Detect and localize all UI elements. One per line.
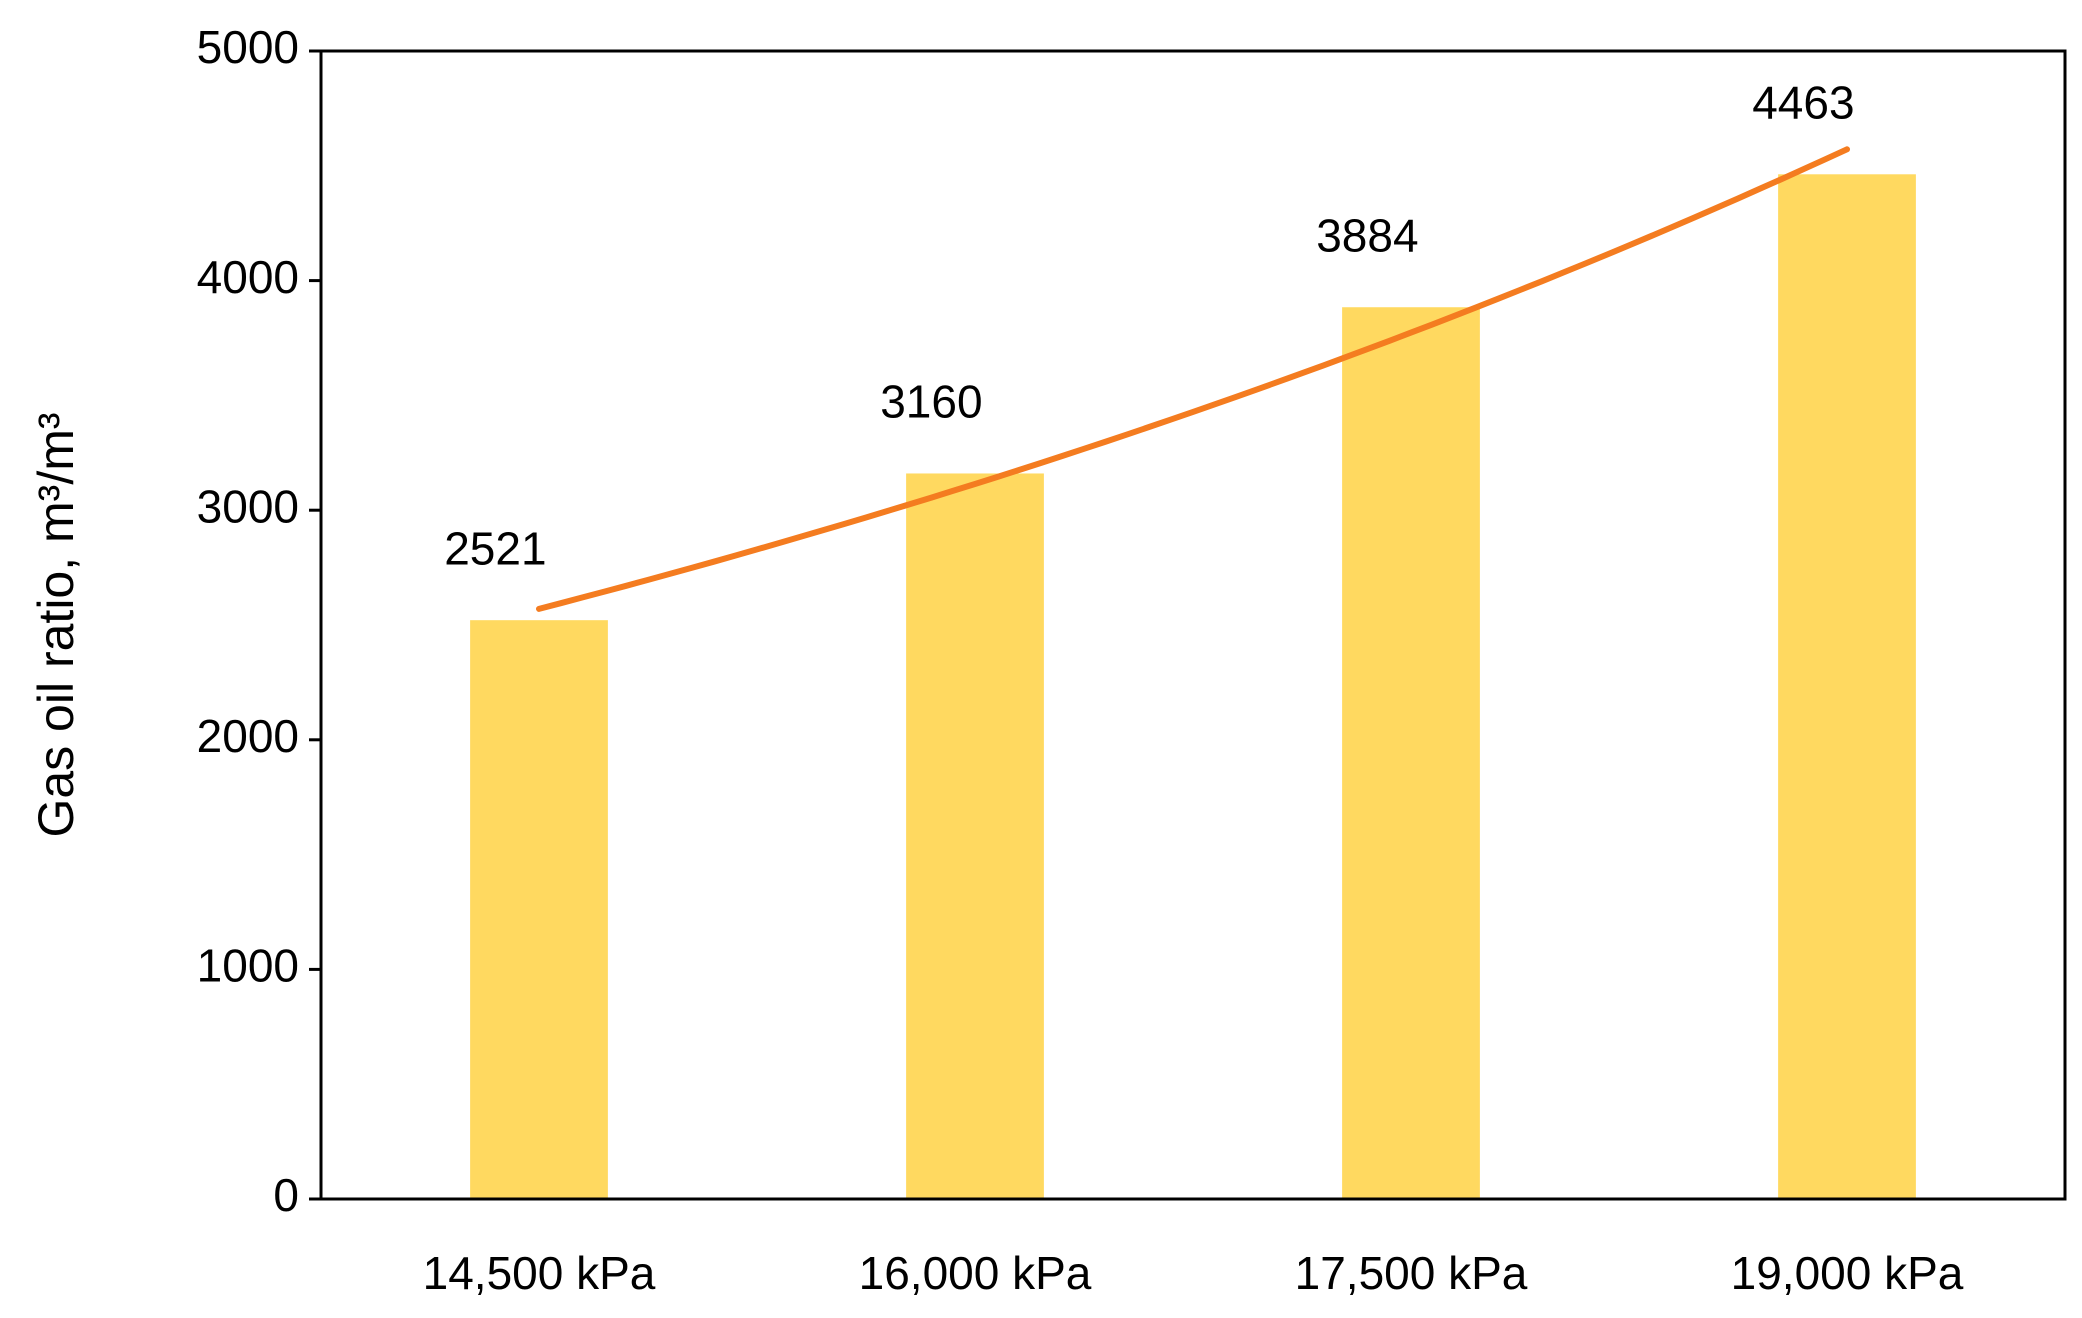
y-axis-label: Gas oil ratio, m³/m³ bbox=[28, 412, 84, 837]
y-tick-label: 3000 bbox=[197, 480, 299, 532]
x-tick-label: 19,000 kPa bbox=[1731, 1247, 1964, 1299]
y-tick-label: 0 bbox=[273, 1169, 299, 1221]
bar bbox=[1342, 307, 1480, 1199]
y-tick-label: 2000 bbox=[197, 710, 299, 762]
bar bbox=[906, 473, 1044, 1199]
data-label: 3884 bbox=[1316, 209, 1418, 261]
bar bbox=[1778, 174, 1916, 1200]
data-label: 2521 bbox=[444, 522, 546, 574]
y-tick-label: 4000 bbox=[197, 251, 299, 303]
x-tick-label: 17,500 kPa bbox=[1295, 1247, 1528, 1299]
data-label: 3160 bbox=[880, 376, 982, 428]
y-tick-label: 1000 bbox=[197, 940, 299, 992]
y-tick-label: 5000 bbox=[197, 21, 299, 73]
data-label: 4463 bbox=[1752, 76, 1854, 128]
x-tick-label: 16,000 kPa bbox=[859, 1247, 1092, 1299]
plot-frame bbox=[319, 49, 2067, 1201]
bar bbox=[470, 620, 608, 1199]
trendline bbox=[536, 146, 1850, 612]
x-tick-label: 14,500 kPa bbox=[423, 1247, 656, 1299]
